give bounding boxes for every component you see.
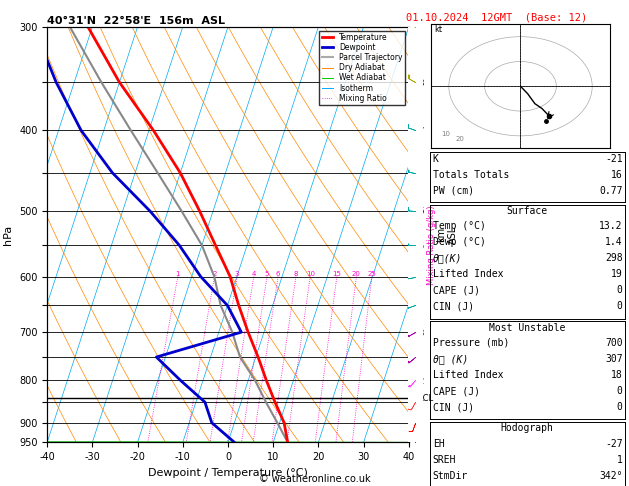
Text: © weatheronline.co.uk: © weatheronline.co.uk [259, 473, 370, 484]
Text: K: K [433, 154, 438, 164]
Text: 10: 10 [442, 131, 450, 137]
Text: 342°: 342° [599, 470, 623, 481]
Text: Totals Totals: Totals Totals [433, 170, 509, 180]
Text: Lifted Index: Lifted Index [433, 269, 503, 279]
Text: 5: 5 [265, 271, 269, 277]
Text: StmDir: StmDir [433, 470, 468, 481]
Text: 16: 16 [611, 170, 623, 180]
Text: CIN (J): CIN (J) [433, 402, 474, 412]
Text: CAPE (J): CAPE (J) [433, 285, 480, 295]
Text: 0: 0 [617, 386, 623, 396]
Text: Hodograph: Hodograph [501, 423, 554, 434]
Text: Mixing Ratio (g/kg): Mixing Ratio (g/kg) [427, 206, 436, 285]
Text: 2: 2 [212, 271, 216, 277]
Text: 4: 4 [252, 271, 256, 277]
Text: 307: 307 [605, 354, 623, 364]
Text: Surface: Surface [506, 206, 548, 216]
X-axis label: Dewpoint / Temperature (°C): Dewpoint / Temperature (°C) [148, 468, 308, 478]
Text: 0.77: 0.77 [599, 186, 623, 196]
Text: CAPE (J): CAPE (J) [433, 386, 480, 396]
Text: 18: 18 [611, 370, 623, 380]
Text: 700: 700 [605, 338, 623, 348]
Text: Temp (°C): Temp (°C) [433, 221, 486, 231]
Legend: Temperature, Dewpoint, Parcel Trajectory, Dry Adiabat, Wet Adiabat, Isotherm, Mi: Temperature, Dewpoint, Parcel Trajectory… [320, 31, 405, 105]
Text: 8: 8 [294, 271, 298, 277]
Y-axis label: km
ASL: km ASL [437, 226, 458, 243]
Text: 40°31'N  22°58'E  156m  ASL: 40°31'N 22°58'E 156m ASL [47, 16, 225, 26]
Text: Pressure (mb): Pressure (mb) [433, 338, 509, 348]
Text: 0: 0 [617, 402, 623, 412]
Text: 20: 20 [352, 271, 361, 277]
Text: 20: 20 [456, 136, 465, 142]
Text: kt: kt [435, 25, 443, 34]
Text: 10: 10 [306, 271, 314, 277]
Text: 3: 3 [235, 271, 240, 277]
Text: 1.4: 1.4 [605, 237, 623, 247]
Text: 15: 15 [333, 271, 342, 277]
Text: PW (cm): PW (cm) [433, 186, 474, 196]
Text: -27: -27 [605, 438, 623, 449]
Text: 13.2: 13.2 [599, 221, 623, 231]
Text: SREH: SREH [433, 454, 456, 465]
Text: CIN (J): CIN (J) [433, 301, 474, 312]
Text: θᴇ (K): θᴇ (K) [433, 354, 468, 364]
Text: 0: 0 [617, 301, 623, 312]
Text: 1: 1 [175, 271, 180, 277]
Text: 6: 6 [276, 271, 281, 277]
Text: θᴇ(K): θᴇ(K) [433, 253, 462, 263]
Text: 1: 1 [617, 454, 623, 465]
Y-axis label: hPa: hPa [3, 225, 13, 244]
Text: Dewp (°C): Dewp (°C) [433, 237, 486, 247]
Text: 298: 298 [605, 253, 623, 263]
Text: Lifted Index: Lifted Index [433, 370, 503, 380]
Text: 25: 25 [367, 271, 376, 277]
Text: EH: EH [433, 438, 445, 449]
Text: 0: 0 [617, 285, 623, 295]
Text: -21: -21 [605, 154, 623, 164]
Text: 01.10.2024  12GMT  (Base: 12): 01.10.2024 12GMT (Base: 12) [406, 12, 587, 22]
Text: Most Unstable: Most Unstable [489, 323, 565, 333]
Text: 19: 19 [611, 269, 623, 279]
